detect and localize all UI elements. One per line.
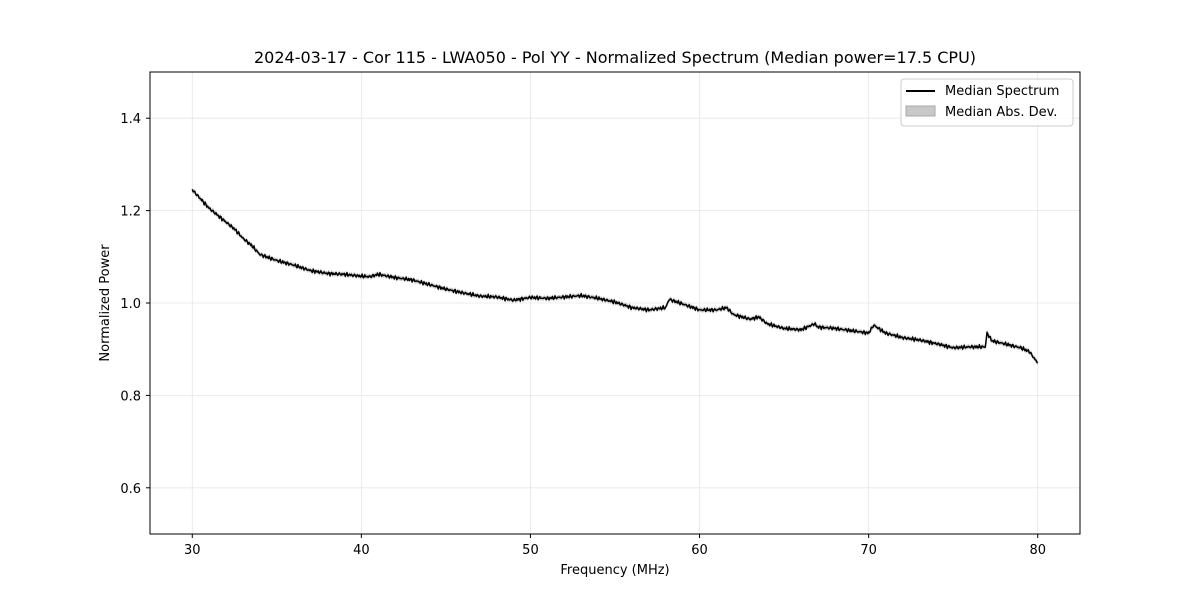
legend-band-swatch <box>905 105 936 117</box>
y-tick-label: 0.6 <box>120 482 141 497</box>
y-tick-label: 1.2 <box>120 205 141 220</box>
legend-label-median-abs-dev: Median Abs. Dev. <box>945 105 1057 120</box>
legend: Median Spectrum Median Abs. Dev. <box>900 78 1074 127</box>
x-tick-label: 30 <box>184 543 201 558</box>
chart-title: 2024-03-17 - Cor 115 - LWA050 - Pol YY -… <box>254 48 976 67</box>
x-tick-label: 50 <box>522 543 539 558</box>
legend-box <box>900 78 1074 127</box>
x-tick-label: 80 <box>1029 543 1046 558</box>
y-tick-label: 0.8 <box>120 389 141 404</box>
tick-layer: 30 40 50 60 70 80 0.6 0.8 1.0 1.2 1.4 <box>120 112 1046 558</box>
x-tick-label: 40 <box>353 543 370 558</box>
x-tick-label: 60 <box>691 543 708 558</box>
median-spectrum-line <box>191 189 1039 364</box>
y-tick-label: 1.4 <box>120 112 141 127</box>
y-axis-title: Normalized Power <box>98 244 113 362</box>
legend-label-median-spectrum: Median Spectrum <box>945 84 1059 99</box>
y-tick-label: 1.0 <box>120 297 141 312</box>
x-tick-label: 70 <box>860 543 877 558</box>
x-axis-title: Frequency (MHz) <box>560 563 669 578</box>
median-line-layer <box>191 189 1039 364</box>
